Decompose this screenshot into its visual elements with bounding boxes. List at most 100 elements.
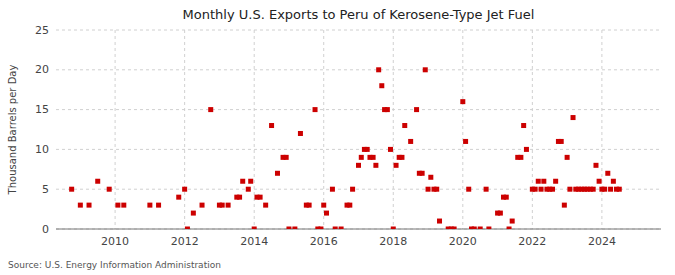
point (226, 203, 231, 208)
point (307, 203, 312, 208)
point (602, 187, 607, 192)
point (597, 179, 602, 184)
point (121, 203, 126, 208)
point (339, 227, 344, 230)
point (284, 155, 289, 160)
point (356, 163, 361, 168)
point (246, 187, 251, 192)
y-tick-label: 10 (35, 143, 49, 156)
y-tick-label: 20 (35, 63, 49, 76)
y-tick-label: 5 (42, 183, 49, 196)
point (541, 179, 546, 184)
point (472, 227, 477, 230)
points (69, 67, 622, 229)
point (373, 163, 378, 168)
point (269, 123, 274, 128)
point (359, 155, 364, 160)
point (510, 219, 515, 224)
point (95, 179, 100, 184)
point (550, 187, 555, 192)
y-grid-line (56, 109, 661, 110)
x-grid-line (532, 30, 533, 229)
y-grid-line (56, 30, 661, 31)
point (426, 187, 431, 192)
x-tick-label: 2020 (449, 235, 477, 248)
point (420, 171, 425, 176)
point (498, 211, 503, 216)
point (518, 155, 523, 160)
background (0, 0, 675, 275)
x-grid-line (393, 30, 394, 229)
point (605, 171, 610, 176)
x-tick-label: 2018 (379, 235, 407, 248)
point (176, 195, 181, 200)
point (428, 175, 433, 180)
point (376, 67, 381, 72)
point (536, 179, 541, 184)
point (460, 99, 465, 104)
point (318, 227, 323, 230)
x-tick-label: 2022 (518, 235, 546, 248)
point (524, 147, 529, 152)
point (617, 187, 622, 192)
x-tick-label: 2016 (310, 235, 338, 248)
point (452, 227, 457, 230)
point (248, 179, 253, 184)
x-tick-label: 2024 (588, 235, 616, 248)
point (565, 155, 570, 160)
point (539, 187, 544, 192)
point (562, 203, 567, 208)
point (156, 203, 161, 208)
point (292, 227, 297, 230)
point (611, 179, 616, 184)
point (87, 203, 92, 208)
point (313, 107, 318, 112)
x-grid-line (184, 30, 185, 229)
point (240, 179, 245, 184)
point (263, 203, 268, 208)
point (237, 195, 242, 200)
point (466, 187, 471, 192)
x-grid-line (462, 30, 463, 229)
point (391, 227, 396, 230)
point (571, 115, 576, 120)
point (321, 203, 326, 208)
point (399, 155, 404, 160)
point (191, 211, 196, 216)
point (385, 107, 390, 112)
point (350, 187, 355, 192)
point (330, 187, 335, 192)
point (347, 203, 352, 208)
point (507, 227, 512, 230)
point (78, 203, 83, 208)
point (379, 83, 384, 88)
y-axis-label: Thousand Barrels per Day (7, 65, 18, 196)
point (107, 187, 112, 192)
point (402, 123, 407, 128)
point (553, 179, 558, 184)
point (365, 147, 370, 152)
point (333, 227, 338, 230)
point (252, 227, 257, 230)
point (208, 107, 213, 112)
point (414, 107, 419, 112)
point (275, 171, 280, 176)
point (69, 187, 74, 192)
point (324, 211, 329, 216)
x-tick-label: 2010 (101, 235, 129, 248)
x-tick-label: 2014 (240, 235, 268, 248)
y-tick-label: 15 (35, 103, 49, 116)
chart: 0510152025201020122014201620182020202220… (0, 0, 675, 275)
point (394, 163, 399, 168)
point (591, 187, 596, 192)
point (484, 187, 489, 192)
point (478, 227, 483, 230)
point (388, 147, 393, 152)
point (533, 187, 538, 192)
point (258, 195, 263, 200)
source-note: Source: U.S. Energy Information Administ… (8, 260, 221, 270)
y-tick-label: 0 (42, 223, 49, 236)
y-grid-line (56, 229, 661, 230)
point (423, 67, 428, 72)
point (521, 123, 526, 128)
